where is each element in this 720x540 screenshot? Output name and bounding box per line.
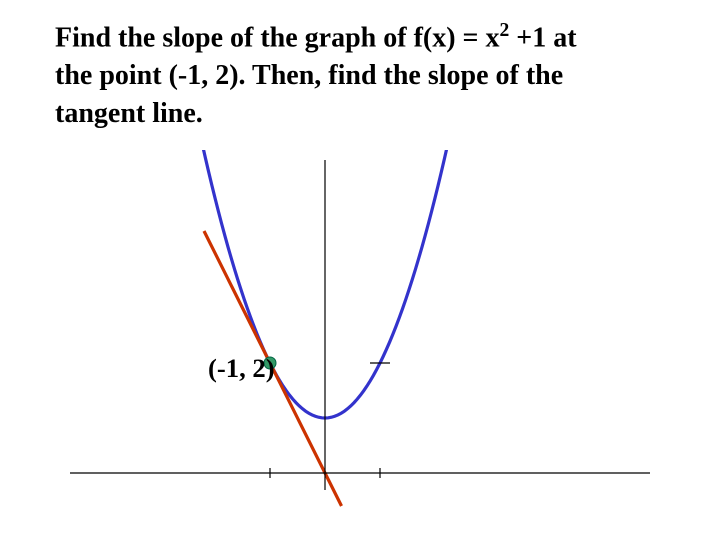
- problem-text-part1: Find the slope of the graph of f(x) = x: [55, 22, 500, 53]
- slide: { "problem": { "text_part1": "Find the s…: [0, 0, 720, 540]
- graph-area: (-1, 2): [65, 150, 655, 510]
- problem-statement: Find the slope of the graph of f(x) = x2…: [55, 18, 615, 133]
- tangent-point-label: (-1, 2): [208, 353, 275, 384]
- graph-svg: [65, 150, 655, 510]
- problem-text-superscript: 2: [500, 20, 510, 41]
